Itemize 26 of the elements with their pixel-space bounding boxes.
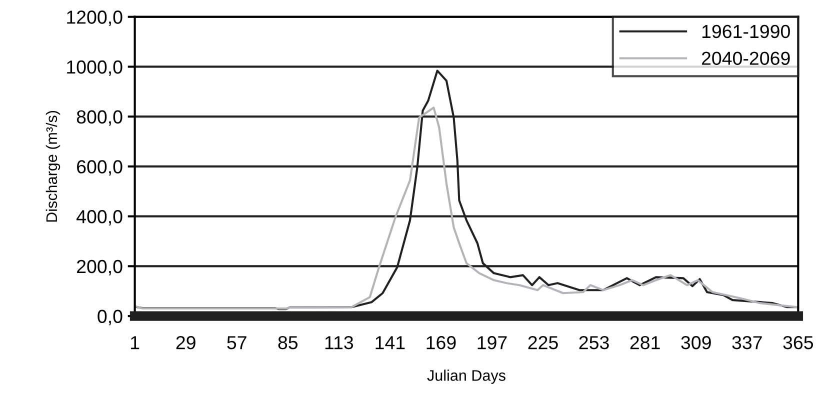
y-tick-label: 0,0 [98,310,122,326]
x-tick-label: 141 [376,336,405,350]
y-tick-label: 800,0 [76,110,122,126]
x-tick-label: 253 [579,336,609,350]
y-tick-label: 200,0 [77,260,122,276]
x-tick-label: 281 [630,336,660,350]
x-tick-label: 197 [478,336,507,350]
x-tick-label: 57 [227,336,246,350]
x-tick-label: 365 [783,336,814,350]
x-tick-label: 169 [426,336,456,350]
y-tick-label: 600,0 [77,160,122,176]
y-tick-label: 400,0 [76,210,122,226]
x-tick-label: 85 [278,336,298,350]
x-axis-title: Julian Days [427,370,506,384]
y-tick-label: 1200,0 [67,10,122,26]
y-axis-title: Discharge (m³/s) [46,110,60,222]
x-tick-label: 1 [131,336,140,350]
y-tick-label: 1000,0 [67,60,122,76]
x-tick-label: 225 [528,336,558,350]
x-tick-label: 309 [681,336,711,350]
legend-label: 1961-1990 [702,24,790,38]
x-tick-label: 337 [732,336,762,350]
legend-label: 2040-2069 [702,52,790,65]
x-tick-label: 29 [176,336,196,350]
line-series [134,106,798,310]
x-tick-label: 113 [325,336,354,350]
